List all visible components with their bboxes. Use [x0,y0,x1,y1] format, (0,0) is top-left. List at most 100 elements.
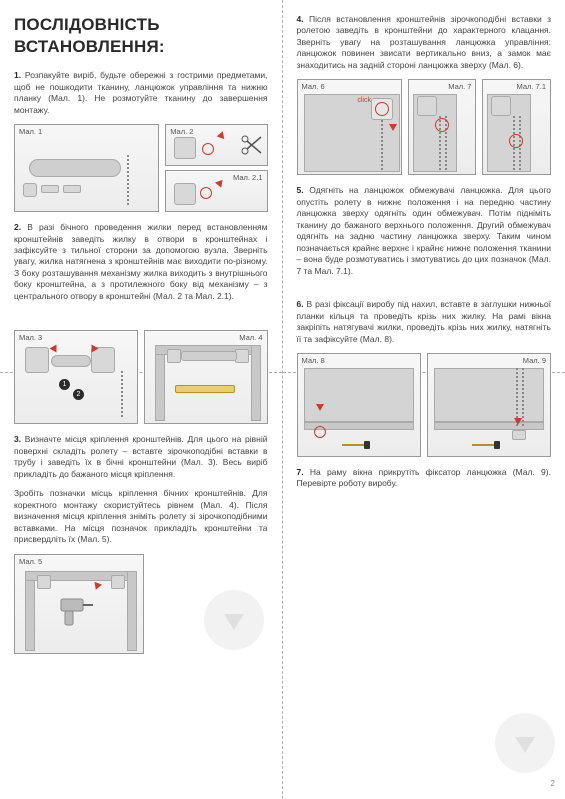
figure-7-1-label: Мал. 7.1 [517,82,546,92]
spacer [14,310,268,324]
red-arrow-icon [50,345,57,353]
screwdriver-icon [472,444,494,446]
step-1: 1. Розпакуйте виріб, будьте обережні з г… [14,70,268,116]
figure-7-label: Мал. 7 [448,82,471,92]
screwdriver-tip-icon [494,441,500,449]
frame-vertical-icon [155,345,165,421]
scissors-icon [239,133,263,157]
bracket-left-icon [25,347,49,373]
click-label: click [357,96,371,105]
highlight-circle-icon [314,426,326,438]
step-5: 5. Одягніть на ланцюжок обмежувачі ланцю… [297,185,552,277]
spacer [297,285,552,299]
figure-4: Мал. 4 [144,330,268,424]
mechanism-icon [491,96,511,116]
bracket-icon [37,575,51,589]
frame-vertical-icon [251,345,261,421]
chain-clip-icon [512,430,526,440]
chain-icon [121,371,123,417]
fabric-icon [304,368,414,422]
step-3-num: 3. [14,434,21,444]
badge-2: 2 [73,389,84,400]
figure-8-label: Мал. 8 [302,356,325,366]
step-4-text: Після встановлення кронштейнів зірочкопо… [297,14,552,70]
chain-icon [127,155,129,205]
figure-4-label: Мал. 4 [239,333,262,343]
watermark-arrow-icon [515,737,535,753]
figure-2-1: Мал. 2.1 [165,170,267,212]
fabric-icon [434,368,544,422]
step-2-num: 2. [14,222,21,232]
red-arrow-icon [217,131,228,142]
figure-3-label: Мал. 3 [19,333,42,343]
figure-9-label: Мал. 9 [523,356,546,366]
watermark-slot [150,554,268,654]
step-7-text: На раму вікна прикрутіть фіксатор ланцюж… [297,467,551,488]
watermark-icon [495,713,555,773]
red-arrow-icon [215,180,225,189]
step-1-text: Розпакуйте виріб, будьте обережні з гост… [14,70,268,114]
bracket-icon [167,349,181,363]
right-column: 4. Після встановлення кронштейнів зірочк… [283,0,565,799]
red-arrow-icon [514,418,522,425]
left-column: ПОСЛІДОВНІСТЬ ВСТАНОВЛЕННЯ: 1. Розпакуйт… [0,0,283,799]
figure-5: Мал. 5 [14,554,144,654]
figure-5-label: Мал. 5 [19,557,42,567]
figure-3: Мал. 3 1 2 [14,330,138,424]
watermark-icon [204,590,264,650]
red-arrow-icon [316,404,324,411]
frame-vertical-icon [127,571,137,651]
bracket-icon [111,575,125,589]
roller-icon [181,351,237,361]
red-arrow-icon [389,124,397,131]
page-number: 2 [551,779,555,789]
fig-row-2: Мал. 3 1 2 Мал. 4 [14,330,268,424]
figure-1-label: Мал. 1 [19,127,42,137]
step-5-num: 5. [297,185,304,195]
figure-9: Мал. 9 [427,353,551,457]
step-3: 3. Визначте місця кріплення кронштейнів.… [14,434,268,480]
chain-icon [522,368,524,428]
red-arrow-icon [92,345,99,353]
figure-6-label: Мал. 6 [302,82,325,92]
step-2: 2. В разі бічного проведення жилки перед… [14,222,268,302]
fig-row-5: Мал. 8 Мал. 9 [297,353,552,457]
roller-assembly-icon [29,159,121,177]
screwdriver-tip-icon [364,441,370,449]
watermark-arrow-icon [224,614,244,630]
fig-row-1: Мал. 1 Мал. 2 [14,124,268,212]
page: ПОСЛІДОВНІСТЬ ВСТАНОВЛЕННЯ: 1. Розпакуйт… [0,0,565,799]
step-7-num: 7. [297,467,304,477]
bracket-icon [174,183,196,205]
highlight-circle-icon [202,143,214,155]
mechanism-icon [417,96,437,116]
red-arrow-icon [92,581,102,590]
step-2-text: В разі бічного проведення жилки перед вс… [14,222,268,301]
figure-7: Мал. 7 [408,79,477,175]
figure-2-label: Мал. 2 [170,127,193,137]
fig-row-3: Мал. 5 [14,554,268,654]
figure-2-1-label: Мал. 2.1 [233,173,262,183]
part-icon [41,185,59,193]
roller-icon [51,355,91,367]
part-icon [23,183,37,197]
highlight-circle-icon [200,187,212,199]
step-1-num: 1. [14,70,21,80]
figure-6: Мал. 6 click [297,79,402,175]
level-tool-icon [175,385,235,393]
step-6-text: В разі фіксації виробу під нахил, вставт… [297,299,552,343]
step-6-num: 6. [297,299,304,309]
figure-8: Мал. 8 [297,353,421,457]
step-6: 6. В разі фіксації виробу під нахил, вст… [297,299,552,345]
chain-icon [381,120,383,170]
step-5-text: Одягніть на ланцюжок обмежувачі ланцюжка… [297,185,552,275]
fig-2-stack: Мал. 2 Мал. 2.1 [165,124,267,212]
drill-icon [55,591,95,631]
frame-vertical-icon [25,571,35,651]
step-3-text: Визначте місця кріплення кронштейнів. Дл… [14,434,268,478]
figure-7-1: Мал. 7.1 [482,79,551,175]
part-icon [63,185,81,193]
screwdriver-icon [342,444,364,446]
figure-2: Мал. 2 [165,124,267,166]
step-4-num: 4. [297,14,304,24]
